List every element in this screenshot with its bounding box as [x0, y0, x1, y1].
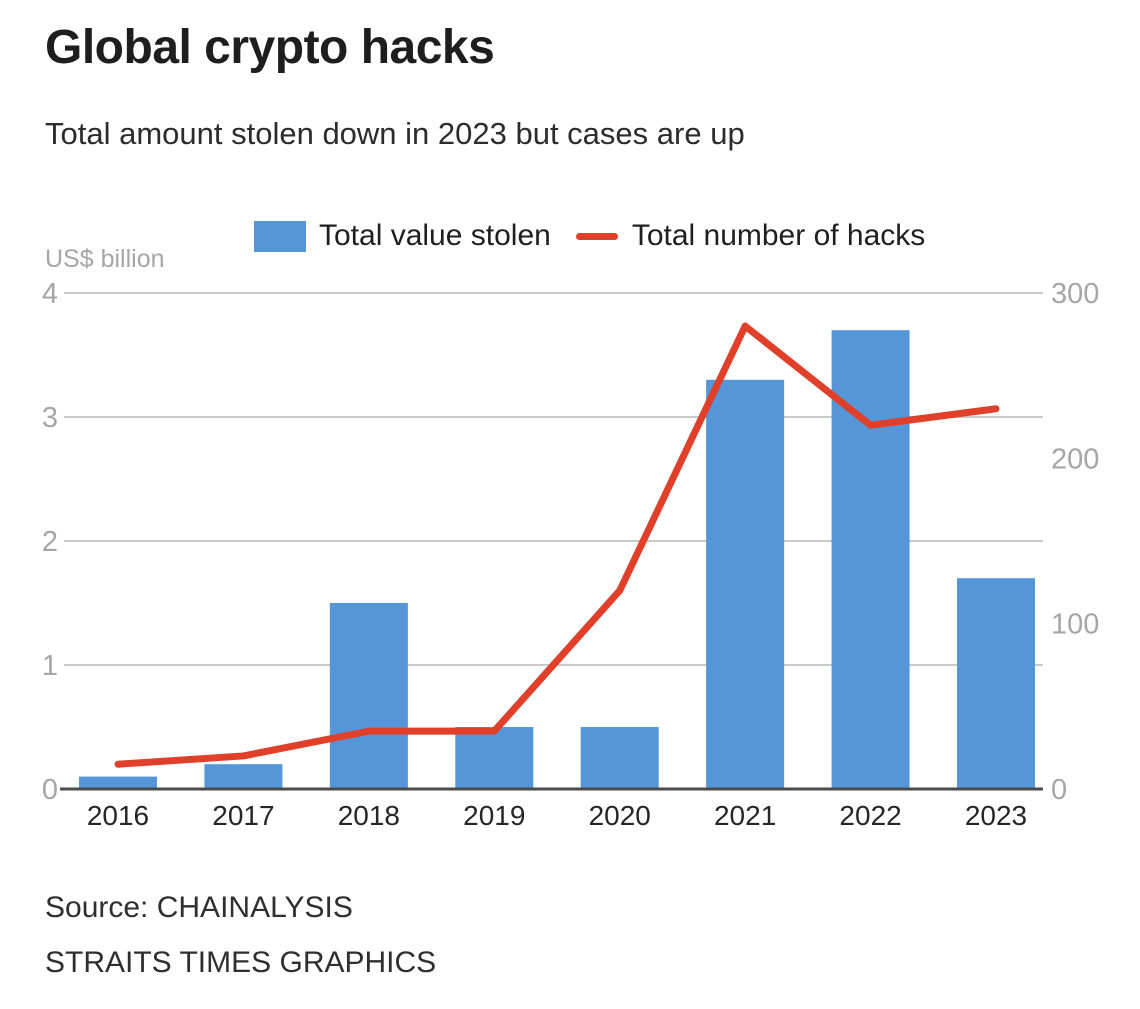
left-axis-tick-4: 4 [42, 278, 58, 310]
left-axis-tick-1: 1 [42, 650, 58, 682]
x-axis-label-2020: 2020 [589, 800, 651, 831]
bar-2019 [455, 727, 534, 789]
legend-line-swatch-icon [575, 232, 618, 240]
legend-label-total-value-stolen: Total value stolen [319, 219, 551, 252]
source-attribution: Source: CHAINALYSIS [45, 891, 353, 924]
right-axis-tick-0: 0 [1051, 774, 1067, 806]
x-axis-label-2018: 2018 [338, 800, 400, 831]
left-axis-unit-label: US$ billion [45, 245, 165, 273]
bar-2021 [706, 379, 785, 789]
x-axis-label-2016: 2016 [87, 800, 149, 831]
legend-label-total-number-of-hacks: Total number of hacks [631, 219, 926, 252]
bar-2020 [580, 727, 659, 789]
legend-bar-swatch-icon [254, 220, 306, 252]
chart-subtitle: Total amount stolen down in 2023 but cas… [45, 116, 745, 151]
graphics-credit: STRAITS TIMES GRAPHICS [45, 946, 437, 979]
legend-item-total-value-stolen: Total value stolen [254, 219, 551, 253]
right-axis-tick-200: 200 [1051, 443, 1099, 475]
chart-legend: Total value stolen Total number of hacks [254, 219, 925, 253]
bar-2022 [831, 330, 910, 789]
bar-2017 [204, 764, 283, 789]
right-axis-tick-100: 100 [1051, 609, 1099, 641]
legend-item-total-number-of-hacks: Total number of hacks [575, 219, 926, 253]
hacks-line [114, 322, 1000, 768]
page-title: Global crypto hacks [45, 21, 495, 74]
left-axis-tick-2: 2 [42, 526, 58, 558]
chart-plot-area: 0 1 2 3 4 0 100 200 300 2016 2017 2018 2019 2020 2021 2… [42, 278, 1100, 831]
bar-2023 [957, 578, 1035, 789]
bar-2018 [329, 603, 408, 789]
x-axis-label-2017: 2017 [212, 800, 274, 831]
x-axis-label-2023: 2023 [965, 800, 1027, 831]
left-axis-tick-0: 0 [42, 774, 58, 806]
left-axis-tick-3: 3 [42, 402, 58, 434]
bar-2016 [79, 776, 157, 789]
x-axis-label-2021: 2021 [714, 800, 776, 831]
x-axis-label-2019: 2019 [463, 800, 525, 831]
right-axis-tick-300: 300 [1051, 278, 1099, 310]
x-axis-label-2022: 2022 [839, 800, 901, 831]
